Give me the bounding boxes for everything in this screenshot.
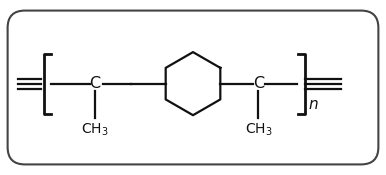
- Text: CH$_3$: CH$_3$: [81, 121, 109, 138]
- Text: CH$_3$: CH$_3$: [245, 121, 272, 138]
- Text: C: C: [253, 76, 264, 91]
- FancyBboxPatch shape: [8, 10, 378, 164]
- Text: n: n: [308, 97, 318, 112]
- Text: C: C: [90, 76, 100, 91]
